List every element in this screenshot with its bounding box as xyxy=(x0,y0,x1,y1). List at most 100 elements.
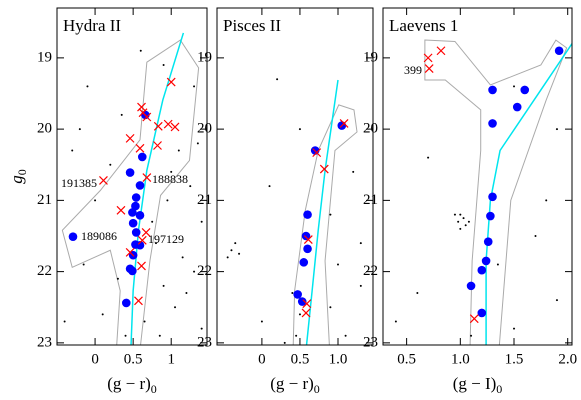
panel-title: Pisces II xyxy=(223,16,281,35)
star-point xyxy=(467,220,470,223)
frame xyxy=(382,7,573,346)
variable-star xyxy=(141,228,151,237)
x-axis-label: (g − r)0 xyxy=(270,374,320,396)
member-star xyxy=(483,237,493,246)
frame xyxy=(56,7,208,346)
annotation: 399 xyxy=(404,63,422,77)
star-point xyxy=(196,142,199,145)
star-point xyxy=(459,213,462,216)
y-tick-label: 21 xyxy=(197,192,212,208)
star-point xyxy=(394,320,397,323)
variable-star xyxy=(303,235,313,244)
star-point xyxy=(158,334,161,337)
star-point xyxy=(427,156,430,159)
member-star xyxy=(131,201,140,211)
member-star xyxy=(477,265,487,275)
x-tick-label: 0 xyxy=(258,351,266,367)
star-point xyxy=(120,113,123,116)
star-point xyxy=(268,185,271,188)
x-tick-label: 0.5 xyxy=(124,351,143,367)
member-star xyxy=(293,290,302,299)
variable-star xyxy=(170,122,180,132)
variable-star xyxy=(423,53,433,63)
variable-star xyxy=(99,175,108,185)
star-point xyxy=(329,306,332,309)
star-point xyxy=(555,299,558,302)
star-point xyxy=(453,213,456,216)
variable-star xyxy=(469,314,479,324)
star-point xyxy=(457,220,460,223)
member-star xyxy=(128,266,137,276)
star-point xyxy=(200,327,203,330)
y-tick-label: 19 xyxy=(197,49,212,65)
x-axis-label: (g − r)0 xyxy=(107,374,157,396)
member-star xyxy=(486,211,495,221)
star-point xyxy=(459,227,462,230)
variable-star xyxy=(153,141,162,150)
variable-star xyxy=(424,64,434,73)
variable-star xyxy=(137,102,146,112)
x-axis-label-main: (g − r) xyxy=(270,374,314,393)
star-point xyxy=(82,263,85,266)
member-star xyxy=(299,258,309,267)
y-tick-label: 23 xyxy=(197,334,212,350)
star-point xyxy=(298,313,301,316)
y-axis-label-main: g xyxy=(7,175,26,184)
annotation: 197129 xyxy=(148,232,184,246)
star-point xyxy=(109,163,112,166)
star-point xyxy=(513,85,516,88)
plot-area xyxy=(226,78,362,345)
member-star xyxy=(488,119,497,128)
variable-star xyxy=(319,164,329,174)
x-tick-label: 1 xyxy=(167,351,175,367)
member-star xyxy=(481,256,491,266)
star-point xyxy=(162,63,165,66)
star-point xyxy=(170,170,173,173)
member-star xyxy=(135,240,145,250)
star-point xyxy=(545,199,548,202)
star-point xyxy=(276,78,279,81)
star-point xyxy=(177,149,180,152)
star-point xyxy=(101,313,104,316)
plot-area xyxy=(394,39,572,345)
isochrone xyxy=(305,79,339,345)
member-star xyxy=(554,46,564,56)
y-tick-label: 20 xyxy=(363,121,378,137)
star-point xyxy=(336,263,339,266)
member-star xyxy=(131,193,141,202)
variable-star xyxy=(312,148,322,158)
y-tick-label: 23 xyxy=(363,334,378,350)
star-point xyxy=(200,220,203,223)
y-tick-label: 19 xyxy=(37,49,52,65)
star-point xyxy=(174,306,177,309)
member-star xyxy=(303,244,312,254)
selection-box xyxy=(424,39,568,345)
isochrone xyxy=(485,43,572,345)
x-tick-label: 0.5 xyxy=(397,351,416,367)
star-point xyxy=(496,263,499,266)
member-star xyxy=(121,298,131,308)
variable-star xyxy=(302,299,312,309)
variable-star xyxy=(137,235,147,245)
star-point xyxy=(94,199,97,202)
member-star xyxy=(131,228,141,237)
variable-star xyxy=(142,112,152,122)
star-point xyxy=(283,341,286,344)
member-star xyxy=(125,168,135,177)
y-tick-label: 22 xyxy=(197,263,212,279)
y-tick-label: 21 xyxy=(363,192,378,208)
star-point xyxy=(162,284,165,287)
star-point xyxy=(154,242,157,245)
star-point xyxy=(462,217,465,220)
y-axis-label-sub: 0 xyxy=(15,169,29,175)
member-star xyxy=(301,231,311,241)
star-point xyxy=(166,199,169,202)
star-point xyxy=(139,49,142,52)
selection-box xyxy=(292,104,358,345)
star-point xyxy=(513,327,516,330)
x-tick-label: 2.0 xyxy=(558,351,577,367)
variable-star xyxy=(116,205,126,215)
frame xyxy=(216,7,374,346)
star-point xyxy=(555,128,558,131)
variable-star xyxy=(125,247,135,257)
